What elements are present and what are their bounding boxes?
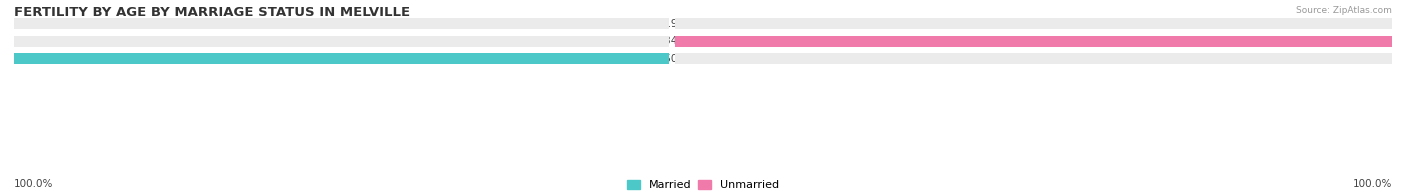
FancyBboxPatch shape — [0, 53, 702, 65]
Text: 0.0%: 0.0% — [682, 18, 709, 29]
Text: 100.0%: 100.0% — [14, 179, 53, 189]
Text: 15 to 19 years: 15 to 19 years — [634, 18, 710, 29]
Legend: Married, Unmarried: Married, Unmarried — [627, 180, 779, 191]
FancyBboxPatch shape — [0, 35, 702, 47]
FancyBboxPatch shape — [0, 18, 702, 29]
Text: 0.0%: 0.0% — [636, 36, 662, 46]
Text: 0.0%: 0.0% — [636, 18, 662, 29]
Text: 100.0%: 100.0% — [548, 54, 588, 64]
Text: 100.0%: 100.0% — [1353, 179, 1392, 189]
FancyBboxPatch shape — [640, 53, 1406, 65]
Text: 100.0%: 100.0% — [1346, 36, 1385, 46]
FancyBboxPatch shape — [640, 35, 1406, 47]
FancyBboxPatch shape — [640, 18, 1406, 29]
Text: Source: ZipAtlas.com: Source: ZipAtlas.com — [1296, 6, 1392, 15]
Text: FERTILITY BY AGE BY MARRIAGE STATUS IN MELVILLE: FERTILITY BY AGE BY MARRIAGE STATUS IN M… — [14, 6, 411, 19]
FancyBboxPatch shape — [0, 53, 702, 65]
Text: 20 to 34 years: 20 to 34 years — [634, 36, 710, 46]
Text: 0.0%: 0.0% — [682, 54, 709, 64]
Text: 35 to 50 years: 35 to 50 years — [634, 54, 710, 64]
FancyBboxPatch shape — [640, 35, 1406, 47]
